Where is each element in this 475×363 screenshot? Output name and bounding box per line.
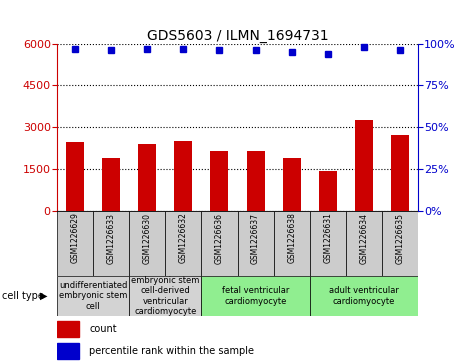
Bar (355, 120, 373, 211)
Text: adult ventricular
cardiomyocyte: adult ventricular cardiomyocyte (329, 286, 399, 306)
Bar (310, 211, 346, 276)
Text: GSM1226631: GSM1226631 (323, 212, 332, 264)
Text: GSM1226635: GSM1226635 (396, 212, 404, 264)
Text: fetal ventricular
cardiomyocyte: fetal ventricular cardiomyocyte (222, 286, 289, 306)
Text: GSM1226630: GSM1226630 (143, 212, 152, 264)
Bar (201, 276, 310, 316)
Text: GSM1226629: GSM1226629 (71, 212, 79, 264)
Bar (93, 211, 129, 276)
Bar (346, 211, 382, 276)
Bar (129, 276, 201, 316)
Text: GSM1226636: GSM1226636 (215, 212, 224, 264)
Bar (238, 211, 274, 276)
Bar (102, 158, 120, 211)
Text: ▶: ▶ (40, 291, 48, 301)
Bar (165, 211, 201, 276)
Bar (283, 158, 301, 211)
Bar (310, 276, 418, 316)
Bar (382, 211, 418, 276)
Bar (129, 211, 165, 276)
Bar (210, 151, 228, 211)
Bar (57, 343, 79, 359)
Text: GSM1226632: GSM1226632 (179, 212, 188, 264)
Bar (138, 144, 156, 211)
Bar (247, 151, 265, 211)
Title: GDS5603 / ILMN_1694731: GDS5603 / ILMN_1694731 (147, 29, 328, 42)
Bar (391, 135, 409, 211)
Text: GSM1226637: GSM1226637 (251, 212, 260, 264)
Bar (201, 211, 238, 276)
Text: cell type: cell type (2, 291, 44, 301)
Bar (274, 211, 310, 276)
Text: count: count (89, 324, 117, 334)
Text: GSM1226633: GSM1226633 (107, 212, 115, 264)
Text: GSM1226638: GSM1226638 (287, 212, 296, 264)
Bar (57, 211, 93, 276)
Bar (319, 171, 337, 211)
Bar (66, 142, 84, 211)
Text: GSM1226634: GSM1226634 (360, 212, 368, 264)
Text: undifferentiated
embryonic stem
cell: undifferentiated embryonic stem cell (59, 281, 127, 311)
Text: percentile rank within the sample: percentile rank within the sample (89, 346, 255, 356)
Text: embryonic stem
cell-derived
ventricular
cardiomyocyte: embryonic stem cell-derived ventricular … (131, 276, 200, 316)
Bar (57, 276, 129, 316)
Bar (57, 321, 79, 337)
Bar (174, 141, 192, 211)
